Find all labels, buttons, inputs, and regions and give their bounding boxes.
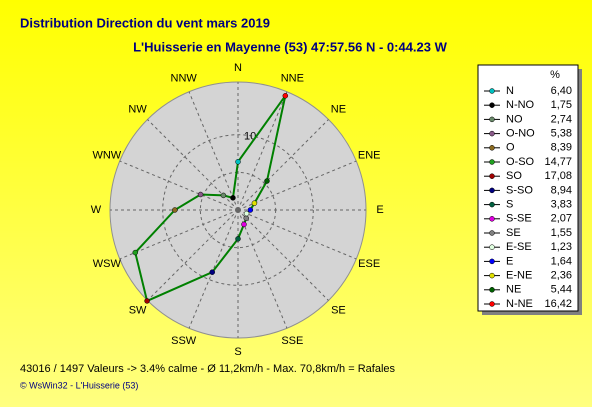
legend-value: 5,38 [551,128,572,140]
compass-label: ESE [358,258,380,270]
radar-point [264,178,270,184]
legend-label: S-SE [506,213,532,225]
legend-value: 1,64 [551,255,572,267]
compass-label: E [376,204,383,216]
compass-label: NNE [281,73,304,85]
legend-label: E-SE [506,241,532,253]
legend-label: E [506,255,513,267]
legend-value: 2,07 [551,213,572,225]
legend-value: 5,44 [551,284,572,296]
legend-marker [489,287,495,293]
legend-value: 2,74 [551,113,572,125]
legend-label: SO [506,170,522,182]
legend-marker [489,145,495,151]
compass-label: S [234,346,241,358]
legend-label: S-SO [506,184,533,196]
legend-marker [489,116,495,123]
legend-label: O-SO [506,156,535,168]
compass-label: SSW [171,335,197,347]
legend-label: N-NE [506,298,533,310]
legend-value: 14,77 [544,156,572,168]
radar-point [243,215,250,222]
legend-label: SE [506,227,521,239]
legend-value: 17,08 [544,170,572,182]
compass-label: N [234,62,242,74]
legend-value: 1,23 [551,241,572,253]
compass-label: W [91,204,102,216]
legend-marker [489,301,495,307]
legend-marker [489,244,495,250]
legend-marker [489,130,495,137]
r-tick-label: 10 [244,131,256,143]
radar-point [251,200,258,206]
radar-point [144,298,150,304]
compass-label: WSW [93,258,122,270]
legend-label: S [506,199,513,211]
legend-label: N-NO [506,99,535,111]
legend-value: 8,39 [551,142,572,154]
legend-marker [489,88,495,94]
radar-point [209,269,215,275]
legend-label: E-NE [506,270,532,282]
radar-point [197,191,204,198]
radar-point [230,195,236,201]
legend-value: 2,36 [551,270,572,282]
legend-label: NE [506,284,521,296]
radar-point [220,192,227,199]
legend-marker [489,201,495,208]
compass-label: NE [331,103,346,115]
chart-subtitle: L'Huisserie en Mayenne (53) 47:57.56 N -… [133,39,448,54]
legend-label: O-NO [506,128,535,140]
radar-point [243,210,250,217]
radar-point [132,249,139,256]
legend-marker [489,173,495,179]
legend-marker [489,230,495,236]
compass-label: NNW [171,73,198,85]
radar-point [247,207,254,213]
radar-point [241,221,247,228]
radar-point [235,236,241,242]
legend-value: 8,94 [551,184,572,196]
legend-label: N [506,85,514,97]
legend-marker [489,187,495,194]
legend-box [477,64,579,312]
compass-label: SSE [281,335,303,347]
credit: © WsWin32 - L'Huisserie (53) [20,380,138,390]
radar-point [172,207,178,213]
compass-label: SW [129,304,147,316]
legend-value: 3,83 [551,199,572,211]
legend-label: NO [506,113,523,125]
legend-value: 1,55 [551,227,572,239]
compass-label: NW [128,103,147,115]
radar-point [235,159,241,165]
compass-label: ENE [358,150,381,162]
chart-title: Distribution Direction du vent mars 2019 [20,15,270,30]
compass-label: SE [331,304,346,316]
legend-value: 16,42 [544,298,572,310]
legend-marker [489,272,495,279]
legend-marker [489,159,495,165]
footer: 43016 / 1497 Valeurs -> 3.4% calme - Ø 1… [20,363,395,375]
legend-marker [489,258,495,265]
grid-ring [162,134,314,286]
compass-label: WNW [92,150,121,162]
legend-label: O [506,142,515,154]
legend-marker [489,102,495,108]
radar-point [282,93,289,99]
legend-header: % [550,69,560,81]
legend-marker [489,216,495,222]
legend-value: 1,75 [551,99,572,111]
legend-value: 6,40 [551,85,572,97]
